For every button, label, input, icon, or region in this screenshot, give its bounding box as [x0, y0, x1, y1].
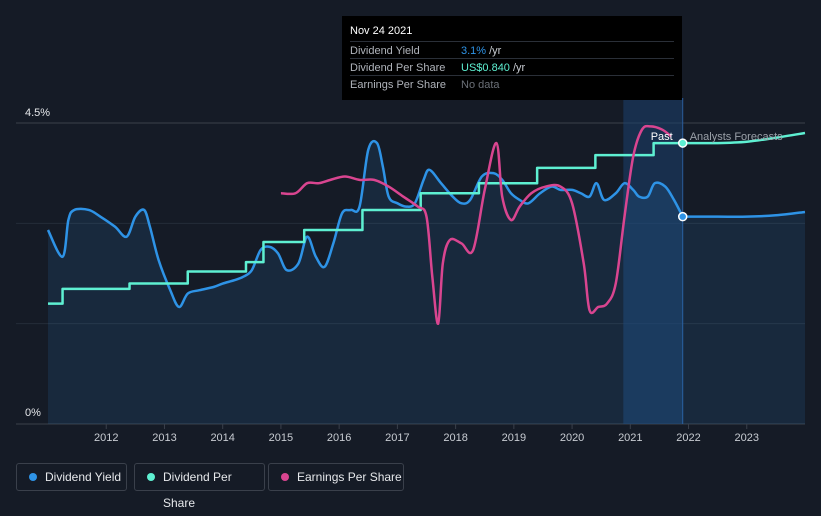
x-tick-label: 2022	[676, 432, 700, 444]
dividend-yield-forecast-line	[682, 210, 806, 218]
tooltip-value: No data	[461, 79, 500, 91]
tooltip: Nov 24 2021 Dividend Yield 3.1%/yr Divid…	[342, 16, 682, 100]
legend-dot-icon	[147, 473, 155, 481]
forecast-label: Analysts Forecasts	[690, 131, 783, 143]
dividend-yield-forecast-area	[682, 211, 805, 424]
x-tick-label: 2019	[502, 432, 526, 444]
tooltip-value: 3.1%/yr	[461, 45, 502, 57]
y-axis-top-label: 4.5%	[25, 107, 50, 119]
legend-dividend-yield[interactable]: Dividend Yield	[16, 463, 127, 491]
legend-label: Dividend Yield	[45, 470, 122, 484]
tooltip-label: Dividend Per Share	[350, 62, 446, 74]
x-tick-label: 2016	[327, 432, 351, 444]
x-tick-label: 2017	[385, 432, 409, 444]
legend-dot-icon	[281, 473, 289, 481]
past-label: Past	[651, 131, 673, 143]
tooltip-row-dividend-per-share: Dividend Per Share US$0.840/yr	[350, 58, 674, 76]
dividend-per-share-forecast-line	[682, 131, 806, 145]
tooltip-date: Nov 24 2021	[350, 25, 413, 37]
y-axis-bottom-label: 0%	[25, 407, 41, 419]
legend-earnings-per-share[interactable]: Earnings Per Share	[268, 463, 404, 491]
tooltip-row-dividend-yield: Dividend Yield 3.1%/yr	[350, 41, 674, 59]
dividend-yield-line	[46, 139, 684, 309]
series-layer	[46, 124, 806, 424]
dividend-yield-area	[48, 141, 683, 424]
x-tick-label: 2018	[443, 432, 467, 444]
dividend-per-share-line	[48, 141, 683, 305]
x-tick-label: 2014	[210, 432, 234, 444]
marker-dividend-per-share[interactable]	[677, 138, 688, 148]
legend-dot-icon	[29, 473, 37, 481]
x-tick-label: 2021	[618, 432, 642, 444]
tooltip-label: Dividend Yield	[350, 45, 420, 57]
marker-dividend-yield[interactable]	[677, 211, 688, 222]
x-tick-label: 2015	[269, 432, 293, 444]
x-tick-label: 2023	[735, 432, 759, 444]
legend-label: Earnings Per Share	[297, 470, 402, 484]
earnings-per-share-line	[280, 124, 672, 325]
x-tick-label: 2012	[94, 432, 118, 444]
tooltip-row-earnings-per-share: Earnings Per Share No data	[350, 75, 674, 93]
x-axis: 2012 2013 2014 2015 2016 2017 2018 2019 2020 2021…	[94, 424, 759, 444]
tooltip-label: Earnings Per Share	[350, 79, 446, 91]
legend-dividend-per-share[interactable]: Dividend Per Share	[134, 463, 265, 510]
marker-layer	[677, 138, 688, 222]
x-tick-label: 2013	[152, 432, 176, 444]
legend-label: Dividend Per Share	[163, 470, 232, 510]
tooltip-value: US$0.840/yr	[461, 62, 526, 74]
x-tick-label: 2020	[560, 432, 584, 444]
